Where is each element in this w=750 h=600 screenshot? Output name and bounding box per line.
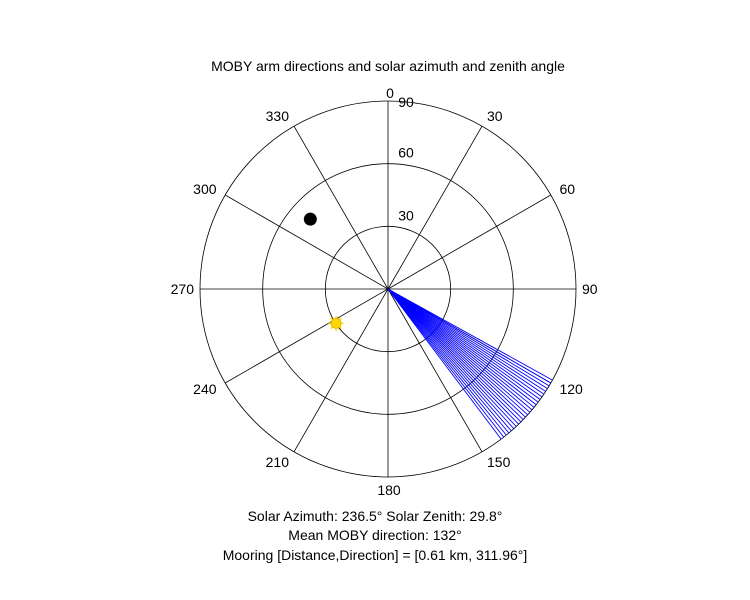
tick-labels: 0 30 60 90 120 150 180 210 240 270 300 330 30 60 90	[171, 85, 598, 498]
spoke-240	[224, 288, 389, 384]
mooring-marker	[303, 212, 317, 226]
moby-arm-ray	[387, 288, 505, 438]
moby-arm-ray	[387, 288, 510, 434]
moby-arm-ray	[387, 288, 545, 395]
sun-marker	[328, 315, 344, 331]
angle-tick-label: 210	[266, 454, 290, 470]
moby-arm-ray	[387, 288, 539, 403]
moby-arm-ray	[387, 288, 537, 406]
sun-ray	[339, 326, 342, 330]
moby-arm-ray	[387, 288, 512, 432]
moby-arm-ray	[387, 288, 515, 430]
moby-arm-ray	[387, 288, 543, 398]
moby-arm-ray	[387, 288, 524, 420]
radial-tick-label: 60	[398, 145, 414, 161]
markers	[303, 212, 344, 331]
moby-arm-ray	[387, 288, 502, 440]
moby-arm-ray	[387, 288, 550, 387]
angle-tick-label: 90	[582, 281, 598, 297]
radial-tick-label: 30	[398, 207, 414, 223]
angle-tick-label: 60	[559, 181, 575, 197]
spoke-30	[387, 125, 483, 290]
mean-direction-line: Mean MOBY direction: 132°	[288, 527, 462, 543]
sun-disc	[330, 317, 342, 329]
moby-arm-ray	[387, 288, 522, 423]
angle-tick-label: 120	[559, 381, 583, 397]
angle-tick-label: 270	[171, 281, 195, 297]
moby-arm-ray	[387, 288, 546, 392]
angle-tick-label: 30	[487, 108, 503, 124]
moby-arm-ray	[387, 288, 533, 411]
spoke-300	[224, 194, 389, 290]
moby-arm-ray	[387, 288, 553, 381]
chart-title: MOBY arm directions and solar azimuth an…	[211, 58, 565, 74]
spoke-210	[293, 288, 389, 453]
moby-arm-ray	[387, 288, 552, 384]
angle-tick-label: 330	[266, 108, 290, 124]
spoke-60	[387, 194, 552, 290]
moby-arm-rays	[387, 288, 553, 440]
mooring-line: Mooring [Distance,Direction] = [0.61 km,…	[222, 547, 528, 563]
moby-arm-ray	[387, 288, 529, 416]
moby-arm-ray	[387, 288, 526, 418]
moby-arm-ray	[387, 288, 535, 408]
angle-tick-label: 150	[487, 454, 511, 470]
moby-arm-ray	[387, 288, 548, 390]
sun-ray	[330, 317, 334, 321]
angle-tick-label: 300	[193, 181, 217, 197]
spoke-330	[293, 125, 389, 290]
spoke-150	[387, 288, 483, 453]
moby-arm-ray	[387, 288, 517, 427]
moby-arm-ray	[387, 288, 531, 413]
sun-ray	[339, 317, 342, 321]
sun-ray	[330, 326, 334, 330]
radial-tick-label: 90	[398, 94, 414, 110]
moby-arm-ray	[387, 288, 507, 436]
moby-arm-ray	[387, 288, 519, 425]
moby-arm-ray	[387, 288, 541, 400]
solar-info-line: Solar Azimuth: 236.5° Solar Zenith: 29.8…	[247, 508, 503, 524]
angle-tick-label: 0	[386, 85, 394, 101]
angle-tick-label: 240	[193, 381, 217, 397]
angle-tick-label: 180	[377, 482, 401, 498]
